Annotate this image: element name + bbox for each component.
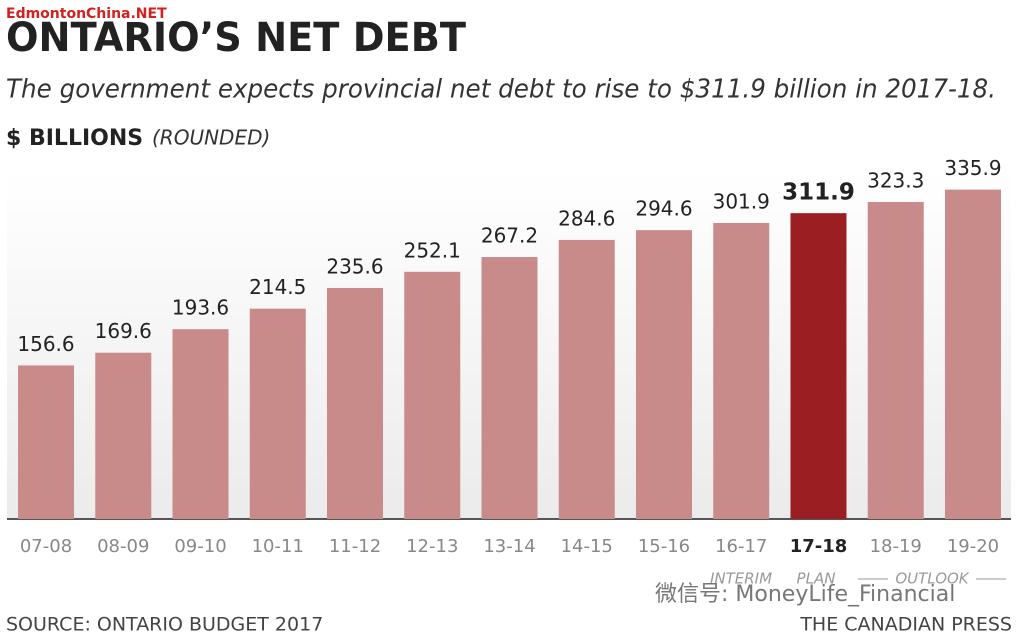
source: SOURCE: ONTARIO BUDGET 2017 xyxy=(6,614,323,636)
value-label: 156.6 xyxy=(17,332,74,356)
x-tick-label: 19-20 xyxy=(947,536,999,557)
bar xyxy=(95,352,152,519)
x-tick-label: 17-18 xyxy=(790,536,848,557)
value-label: 193.6 xyxy=(172,296,229,320)
bar xyxy=(944,189,1001,519)
bar xyxy=(327,287,384,519)
value-label: 323.3 xyxy=(867,168,924,192)
x-tick-label: 11-12 xyxy=(329,536,381,557)
unit-note: (ROUNDED) xyxy=(152,126,270,150)
x-tick-label: 10-11 xyxy=(252,536,304,557)
bar xyxy=(481,256,538,519)
chart-title: ONTARIO’S NET DEBT xyxy=(6,15,467,61)
value-label: 214.5 xyxy=(249,275,306,299)
value-label: 294.6 xyxy=(635,197,692,221)
value-label: 311.9 xyxy=(782,180,855,206)
chart-subtitle: The government expects provincial net de… xyxy=(6,75,996,105)
annotation: PLAN xyxy=(797,570,836,588)
annotation: OUTLOOK xyxy=(895,570,969,588)
annotation: INTERIM xyxy=(710,570,772,588)
value-label: 252.1 xyxy=(404,238,461,262)
x-tick-label: 08-09 xyxy=(97,536,149,557)
x-tick-label: 16-17 xyxy=(715,536,767,557)
x-tick-label: 12-13 xyxy=(406,536,458,557)
bar xyxy=(172,329,229,519)
watermark: EdmontonChina.NET xyxy=(6,6,167,22)
bar xyxy=(249,308,306,519)
bar xyxy=(558,239,615,519)
x-tick-label: 09-10 xyxy=(174,536,226,557)
bar xyxy=(18,365,75,519)
credit: THE CANADIAN PRESS xyxy=(799,614,1012,636)
x-tick-label: 07-08 xyxy=(20,536,72,557)
wechat-watermark: 微信号: MoneyLife_Financial xyxy=(655,582,955,607)
value-label: 235.6 xyxy=(326,254,383,278)
x-tick-label: 14-15 xyxy=(561,536,613,557)
bar xyxy=(404,271,461,519)
x-tick-label: 18-19 xyxy=(870,536,922,557)
value-label: 267.2 xyxy=(481,223,538,247)
value-label: 301.9 xyxy=(713,189,770,213)
bar xyxy=(790,213,847,519)
bar xyxy=(867,201,924,519)
bar xyxy=(635,230,692,519)
value-label: 284.6 xyxy=(558,206,615,230)
value-label: 335.9 xyxy=(944,156,1001,180)
x-tick-label: 15-16 xyxy=(638,536,690,557)
bar xyxy=(713,222,770,519)
x-tick-label: 13-14 xyxy=(483,536,535,557)
value-label: 169.6 xyxy=(95,319,152,343)
unit-label: $ BILLIONS xyxy=(6,126,143,151)
